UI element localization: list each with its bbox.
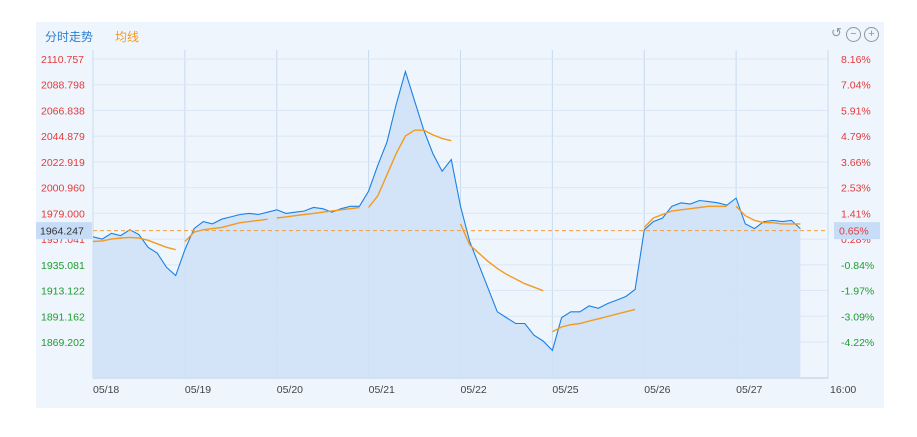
x-tick-label: 05/18 (93, 384, 119, 396)
right-tick-label: -0.84% (841, 260, 874, 272)
x-tick-label: 05/25 (552, 384, 578, 396)
time-axis: 05/18 05/19 05/20 05/21 05/22 05/25 05/26 05/27… (93, 384, 856, 396)
left-tick-label: 1913.122 (41, 286, 85, 298)
current-price-label: 1964.247 (40, 226, 84, 238)
tab-average[interactable]: 均线 (115, 30, 140, 44)
x-tick-label: 05/26 (644, 384, 670, 396)
left-tick-label: 2044.879 (41, 131, 85, 143)
right-tick-label: 7.04% (841, 80, 871, 92)
left-tick-label: 1979.000 (41, 208, 85, 220)
tab-intraday[interactable]: 分时走势 (45, 30, 94, 44)
current-price-box (36, 222, 92, 240)
current-percent-box (834, 222, 880, 240)
left-tick-label: 2022.919 (41, 157, 85, 169)
right-tick-label: 2.53% (841, 183, 871, 195)
price-line (92, 69, 801, 352)
right-tick-label: 3.66% (841, 157, 871, 169)
left-price-axis: 2110.757 2088.798 2066.838 2044.879 2022.919… (41, 54, 85, 349)
x-tick-label: 05/27 (736, 384, 762, 396)
right-tick-label: 1.41% (841, 208, 871, 220)
right-percent-axis: 8.16%7.04%5.91%4.79%3.66%2.53%1.41%0.28%… (841, 54, 874, 349)
price-area-fill (93, 71, 801, 378)
right-tick-label: 8.16% (841, 54, 871, 66)
x-tick-label: 05/21 (369, 384, 395, 396)
right-tick-label: -1.97% (841, 286, 874, 298)
left-tick-label: 1935.081 (41, 260, 85, 272)
zoom-in-icon[interactable]: + (864, 27, 879, 42)
chart-tabs: 分时走势 均线 (45, 28, 139, 45)
left-tick-label: 2066.838 (41, 105, 85, 117)
zoom-out-icon[interactable]: − (846, 27, 861, 42)
x-tick-label: 05/20 (277, 384, 303, 396)
left-tick-label: 1869.202 (41, 337, 85, 349)
chart-toolbar: ↺ − + (830, 25, 879, 42)
left-tick-label: 2000.960 (41, 183, 85, 195)
x-tick-label: 16:00 (830, 384, 856, 396)
x-tick-label: 05/19 (185, 384, 211, 396)
x-tick-label: 05/22 (461, 384, 487, 396)
left-tick-label: 2088.798 (41, 80, 85, 92)
left-tick-label: 2110.757 (41, 54, 84, 66)
left-tick-label: 1891.162 (41, 311, 85, 323)
right-tick-label: 5.91% (841, 105, 871, 117)
right-tick-label: -4.22% (841, 337, 874, 349)
undo-icon[interactable]: ↺ (831, 25, 842, 40)
current-percent-label: 0.65% (839, 226, 869, 238)
right-tick-label: 4.79% (841, 131, 871, 143)
right-tick-label: -3.09% (841, 311, 874, 323)
average-line (92, 129, 801, 333)
